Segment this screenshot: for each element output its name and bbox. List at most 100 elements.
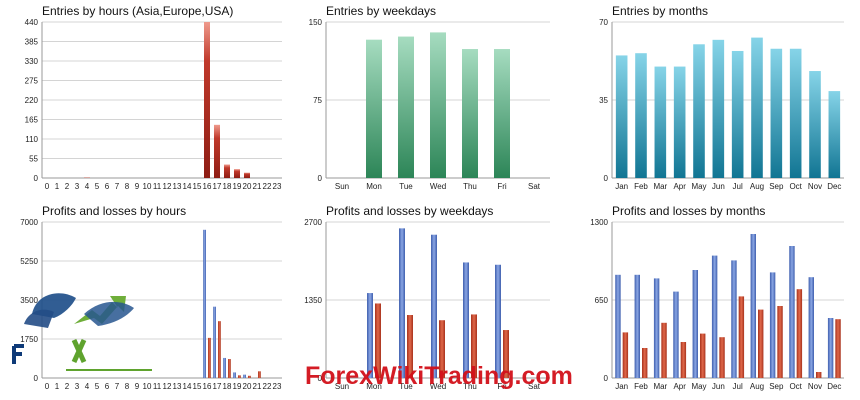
x-tick-label: 7 <box>115 182 120 191</box>
y-tick-label: 0 <box>318 174 323 183</box>
x-tick-label: Sun <box>335 182 349 191</box>
x-tick-label: 9 <box>135 382 140 391</box>
bar <box>399 228 405 378</box>
x-tick-label: Jun <box>712 182 725 191</box>
bar <box>712 39 725 179</box>
bar <box>244 172 250 178</box>
x-tick-label: Tue <box>399 182 413 191</box>
bar <box>615 55 628 178</box>
x-tick-label: Sep <box>769 182 784 191</box>
x-tick-label: Mar <box>653 182 667 191</box>
bar <box>692 270 698 378</box>
entries-by-weekdays-chart: Entries by weekdays 0 75 150 Sun Mon Tue Wed Thu… <box>309 4 550 191</box>
bar <box>653 278 660 378</box>
bar <box>661 322 667 378</box>
bar <box>642 348 648 378</box>
x-tick-label: Aug <box>750 182 764 191</box>
x-tick-label: Thu <box>463 382 477 391</box>
x-tick-label: Feb <box>634 382 648 391</box>
y-tick-label: 0 <box>604 374 609 383</box>
x-tick-label: 14 <box>183 182 192 191</box>
x-tick-label: 23 <box>273 382 282 391</box>
bar <box>243 374 246 378</box>
x-tick-label: 20 <box>243 182 252 191</box>
bar <box>750 234 756 378</box>
x-tick-label: 18 <box>223 382 232 391</box>
bar <box>769 272 776 378</box>
bar <box>719 337 725 378</box>
bar <box>218 321 221 378</box>
x-tick-label: 19 <box>233 182 242 191</box>
x-tick-label: 3 <box>75 182 80 191</box>
y-tick-label: 70 <box>599 18 608 27</box>
bar <box>796 289 803 378</box>
x-tick-label: 13 <box>173 382 182 391</box>
y-tick-label: 0 <box>34 174 39 183</box>
x-tick-label: Apr <box>673 182 686 191</box>
x-tick-label: May <box>691 182 706 191</box>
x-tick-label: 4 <box>85 182 90 191</box>
y-tick-label: 55 <box>29 155 38 164</box>
y-tick-label: 385 <box>25 38 39 47</box>
y-tick-label: 440 <box>25 18 39 27</box>
chart-title: Profits and losses by weekdays <box>326 204 493 218</box>
x-tick-label: 8 <box>125 182 130 191</box>
bar <box>258 371 261 378</box>
bar <box>463 262 469 378</box>
x-tick-label: Jul <box>733 382 743 391</box>
x-tick-label: Mon <box>366 182 382 191</box>
x-tick-label: 1 <box>55 182 60 191</box>
x-tick-label: 3 <box>75 382 80 391</box>
chart-title: Entries by months <box>612 4 708 18</box>
y-tick-label: 275 <box>25 77 39 86</box>
bar <box>203 229 206 378</box>
x-tick-label: 19 <box>233 382 242 391</box>
bar <box>654 66 667 178</box>
x-tick-label: Jan <box>615 182 628 191</box>
y-tick-label: 5250 <box>20 257 38 266</box>
chart-title: Entries by weekdays <box>326 4 436 18</box>
x-tick-label: Jun <box>712 382 725 391</box>
x-tick-label: 15 <box>193 182 202 191</box>
x-tick-label: 2 <box>65 382 70 391</box>
charts-root: Entries by hours (Asia,Europe,USA)055110… <box>20 4 844 391</box>
x-tick-label: 14 <box>183 382 192 391</box>
x-tick-label: 23 <box>273 182 282 191</box>
x-tick-label: Jan <box>615 382 628 391</box>
x-tick-label: 6 <box>105 382 110 391</box>
y-tick-label: 650 <box>595 296 609 305</box>
bar <box>234 169 240 178</box>
y-tick-label: 35 <box>599 96 608 105</box>
bar <box>494 49 510 178</box>
bar <box>731 260 737 378</box>
x-tick-label: Aug <box>750 382 764 391</box>
x-tick-label: Thu <box>463 182 477 191</box>
bar <box>809 71 821 178</box>
x-tick-label: 1 <box>55 382 60 391</box>
x-tick-label: Nov <box>808 382 822 391</box>
x-tick-label: 17 <box>213 382 222 391</box>
bar <box>431 234 437 378</box>
y-tick-label: 165 <box>25 116 39 125</box>
bar <box>471 314 477 378</box>
bar <box>738 296 745 378</box>
x-tick-label: Apr <box>673 382 686 391</box>
bar <box>634 274 640 378</box>
x-tick-label: 20 <box>243 382 252 391</box>
x-tick-label: 6 <box>105 182 110 191</box>
y-tick-label: 7000 <box>20 218 38 227</box>
bar <box>828 91 841 178</box>
bar <box>223 357 226 378</box>
watermark-site-text: ForexWikiTrading.com <box>305 362 573 390</box>
x-tick-label: 22 <box>263 182 272 191</box>
x-tick-label: 9 <box>135 182 140 191</box>
y-tick-label: 0 <box>34 374 39 383</box>
bar <box>248 375 251 378</box>
x-tick-label: 17 <box>213 182 222 191</box>
x-tick-label: 15 <box>193 382 202 391</box>
bar <box>789 246 795 378</box>
bar <box>835 319 841 378</box>
x-tick-label: Feb <box>634 182 648 191</box>
bar <box>367 293 373 378</box>
bar <box>439 320 445 378</box>
